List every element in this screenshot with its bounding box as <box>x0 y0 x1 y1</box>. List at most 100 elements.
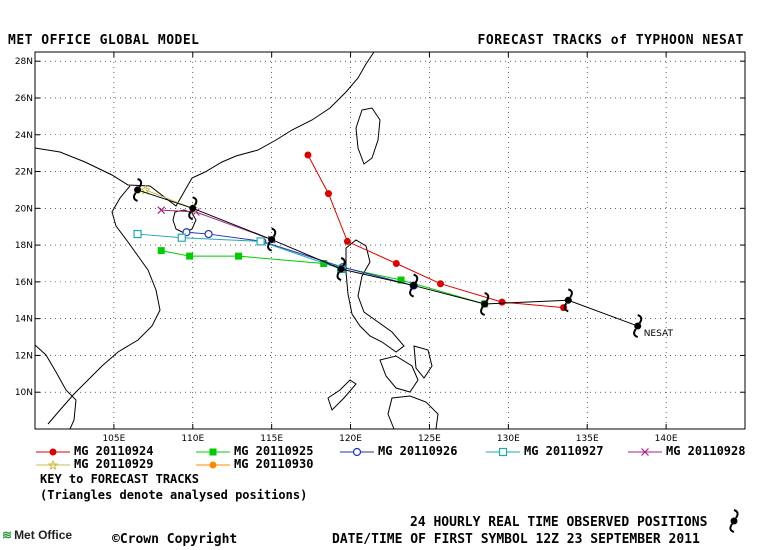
observed-position-arm <box>409 288 415 298</box>
track-point <box>498 298 506 306</box>
observed-track-line <box>137 189 638 327</box>
mindanao-island <box>387 395 439 429</box>
track-point <box>157 206 166 215</box>
visayas-islands <box>379 355 419 393</box>
track-point <box>324 190 332 198</box>
lon-tick-label: 130E <box>497 434 520 444</box>
observed-position-arm <box>188 210 194 221</box>
legend-item-label: MG 20110926 <box>378 444 458 458</box>
legend-marker <box>352 447 362 457</box>
lat-tick-label: 22N <box>15 168 33 178</box>
track-point <box>436 280 444 288</box>
lat-tick-label: 10N <box>15 388 33 398</box>
observed-position-arm <box>336 271 342 281</box>
observed-position-arm <box>563 302 569 313</box>
gulf-thailand <box>35 344 77 429</box>
storm-label: NESAT <box>644 329 674 339</box>
lon-tick-label: 140E <box>655 434 678 444</box>
track-line <box>137 233 342 270</box>
observed-position-dot <box>189 204 197 212</box>
track-point <box>256 237 265 246</box>
observed-position-dot <box>481 300 489 308</box>
taiwan-island <box>355 107 381 165</box>
lon-tick-label: 105E <box>102 434 125 444</box>
observed-positions-note: 24 HOURLY REAL TIME OBSERVED POSITIONS <box>410 515 708 530</box>
track-point <box>397 276 405 284</box>
observed-symbol-icon <box>729 509 739 533</box>
observed-position-arm <box>267 242 273 252</box>
observed-position-dot <box>564 296 572 304</box>
observed-position-dot <box>337 265 345 273</box>
model-title: MET OFFICE GLOBAL MODEL <box>8 33 200 48</box>
legend-item-label: MG 20110929 <box>74 457 154 471</box>
track-point <box>304 151 312 159</box>
map-frame <box>34 51 746 430</box>
observed-position-arm <box>413 273 419 284</box>
luzon-island <box>345 239 405 353</box>
observed-position-arm <box>137 177 143 188</box>
observed-position-arm <box>480 306 486 316</box>
observed-position-dot <box>268 236 276 244</box>
legend-marker <box>209 448 217 456</box>
observed-position-dot <box>410 282 418 290</box>
observed-position-symbol <box>409 273 419 298</box>
logo-text: Met Office <box>14 528 73 542</box>
track-point <box>177 233 186 242</box>
samar-leyte <box>413 345 433 379</box>
observed-position-dot <box>134 186 142 194</box>
track-point <box>392 259 400 267</box>
hainan-island <box>172 209 197 234</box>
observed-position-arm <box>340 257 346 267</box>
observed-position-arm <box>192 196 198 206</box>
legend-markers <box>36 447 662 471</box>
observed-positions <box>132 177 643 338</box>
observed-position-arm <box>484 291 490 302</box>
observed-position-arm <box>132 192 138 202</box>
legend-marker <box>49 448 57 456</box>
track-point <box>186 252 194 260</box>
legend-item-label: MG 20110925 <box>234 444 314 458</box>
lon-tick-label: 135E <box>576 434 599 444</box>
lon-tick-label: 120E <box>339 434 362 444</box>
legend-marker <box>47 459 59 471</box>
lat-tick-label: 20N <box>15 204 33 214</box>
observed-position-symbol <box>336 257 346 281</box>
legend-key-note: (Triangles denote analysed positions) <box>40 488 308 502</box>
track-point <box>343 237 351 245</box>
coastlines <box>35 52 439 429</box>
lon-tick-label: 110E <box>181 434 204 444</box>
met-office-logo: ≋ Met Office <box>2 528 72 542</box>
chart-title: FORECAST TRACKS of TYPHOON NESAT <box>477 33 744 48</box>
copyright-text: Crown Copyright <box>119 532 238 547</box>
observed-position-symbol <box>267 227 277 252</box>
legend-item-label: MG 20110924 <box>74 444 154 458</box>
lat-tick-label: 24N <box>15 131 33 141</box>
lon-tick-label: 115E <box>260 434 283 444</box>
legend-item-label: MG 20110928 <box>666 444 746 458</box>
lat-tick-label: 18N <box>15 241 33 251</box>
track-point <box>204 229 213 239</box>
observed-position-arm <box>637 314 643 324</box>
first-symbol-date: DATE/TIME OF FIRST SYMBOL 12Z 23 SEPTEMB… <box>332 532 700 547</box>
legend-key-title: KEY to FORECAST TRACKS <box>40 472 199 486</box>
lat-tick-label: 12N <box>15 351 33 361</box>
observed-position-arm <box>271 227 277 238</box>
legend-item-label: MG 20110927 <box>524 444 604 458</box>
legend-item-label: MG 20110930 <box>234 457 314 471</box>
copyright: ©Crown Copyright <box>112 532 237 547</box>
vietnam-coast <box>47 185 161 425</box>
observed-position-symbol <box>188 196 198 221</box>
track-point <box>235 252 243 260</box>
observed-position-dot <box>634 322 642 330</box>
track-point <box>133 229 142 239</box>
copyright-icon: © <box>112 532 120 547</box>
lat-tick-label: 26N <box>15 94 33 104</box>
lat-tick-label: 14N <box>15 315 33 325</box>
legend-marker <box>498 447 508 457</box>
china-coast <box>35 52 375 207</box>
observed-position-symbol <box>563 288 573 313</box>
legend-marker <box>209 461 217 469</box>
observed-position-symbol <box>633 314 643 338</box>
observed-position-arm <box>567 288 573 298</box>
